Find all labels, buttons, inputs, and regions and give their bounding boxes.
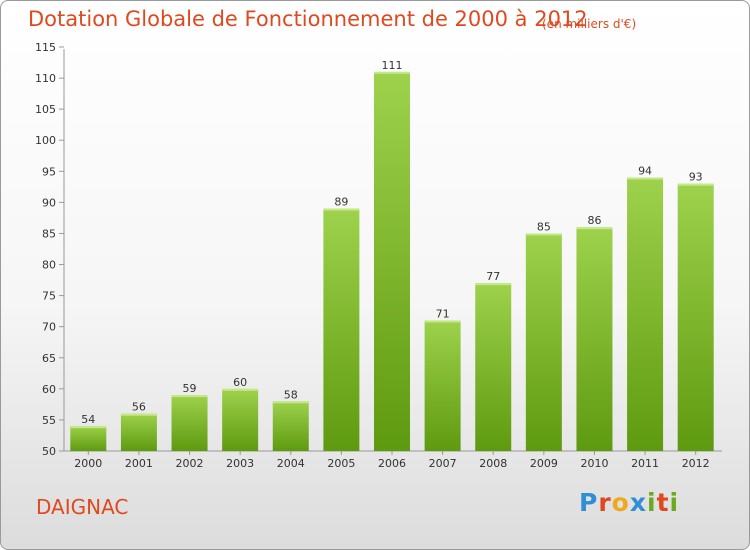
y-tick-label: 110 bbox=[35, 72, 56, 85]
y-tick-label: 80 bbox=[42, 259, 56, 272]
x-tick-label-2009: 2009 bbox=[530, 457, 558, 470]
y-tick-label: 90 bbox=[42, 196, 56, 209]
data-label-2002: 59 bbox=[183, 382, 197, 395]
logo-letter: i bbox=[669, 488, 680, 517]
y-tick-label: 85 bbox=[42, 227, 56, 240]
x-tick-label-2010: 2010 bbox=[580, 457, 608, 470]
y-axis-ticks: 50 55 60 65 70 75 80 85 90 95 100 105 110 115 bbox=[35, 41, 64, 458]
x-tick-label-2012: 2012 bbox=[682, 457, 710, 470]
bar-2010 bbox=[576, 227, 613, 451]
data-label-2010: 86 bbox=[587, 214, 601, 227]
x-tick-label-2002: 2002 bbox=[176, 457, 204, 470]
chart-title: Dotation Globale de Fonctionnement de 20… bbox=[28, 7, 588, 31]
data-label-2000: 54 bbox=[81, 413, 95, 426]
x-axis-ticks: 2000 2001 2002 2003 2004 2005 2006 2007 2008 2009… bbox=[74, 451, 710, 470]
data-label-2005: 89 bbox=[334, 196, 348, 209]
y-tick-label: 60 bbox=[42, 383, 56, 396]
logo-letter: r bbox=[598, 488, 612, 517]
logo-letter: i bbox=[647, 488, 657, 517]
bar-top-highlight bbox=[171, 395, 208, 398]
y-tick-label: 50 bbox=[42, 445, 56, 458]
proxiti-logo[interactable]: Proxiti bbox=[579, 488, 679, 517]
bar-2003 bbox=[222, 388, 259, 451]
bar-2012 bbox=[677, 183, 714, 451]
bar-top-highlight bbox=[323, 208, 360, 211]
y-tick-label: 115 bbox=[35, 41, 56, 54]
commune-name: DAIGNAC bbox=[36, 495, 129, 519]
bar-2008 bbox=[475, 283, 512, 451]
bar-2002 bbox=[171, 395, 208, 451]
x-tick-label-2011: 2011 bbox=[631, 457, 659, 470]
data-label-2004: 58 bbox=[284, 388, 298, 401]
logo-letter: x bbox=[629, 488, 647, 517]
y-tick-label: 65 bbox=[42, 352, 56, 365]
data-label-2006: 111 bbox=[382, 59, 403, 72]
unit-note: (en milliers d'€) bbox=[542, 17, 637, 31]
y-tick-label: 105 bbox=[35, 103, 56, 116]
y-tick-label: 75 bbox=[42, 290, 56, 303]
x-tick-label-2003: 2003 bbox=[226, 457, 254, 470]
data-label-2011: 94 bbox=[638, 165, 652, 178]
data-label-2012: 93 bbox=[689, 171, 703, 184]
bar-top-highlight bbox=[627, 177, 664, 180]
logo-letter: P bbox=[579, 488, 599, 517]
bar-2007 bbox=[424, 320, 461, 451]
bars: 54 56 59 60 58 89 111 71 77 85 86 94 93 bbox=[70, 59, 714, 451]
x-tick-label-2007: 2007 bbox=[429, 457, 457, 470]
data-label-2001: 56 bbox=[132, 401, 146, 414]
bar-2001 bbox=[120, 413, 157, 451]
data-label-2007: 71 bbox=[436, 307, 450, 320]
data-label-2009: 85 bbox=[537, 220, 551, 233]
bar-2005 bbox=[323, 208, 360, 451]
bar-2004 bbox=[272, 401, 309, 451]
x-tick-label-2005: 2005 bbox=[327, 457, 355, 470]
bar-2000 bbox=[70, 426, 107, 451]
bar-top-highlight bbox=[70, 426, 107, 429]
x-tick-label-2001: 2001 bbox=[125, 457, 153, 470]
logo-letter: o bbox=[611, 488, 630, 517]
bar-top-highlight bbox=[525, 233, 562, 236]
bar-top-highlight bbox=[374, 71, 410, 74]
bar-top-highlight bbox=[120, 413, 157, 416]
bar-top-highlight bbox=[222, 388, 259, 391]
y-tick-label: 55 bbox=[42, 414, 56, 427]
x-tick-label-2004: 2004 bbox=[277, 457, 305, 470]
bar-2009 bbox=[525, 233, 562, 451]
data-label-2003: 60 bbox=[233, 376, 247, 389]
bar-top-highlight bbox=[576, 227, 613, 230]
y-tick-label: 70 bbox=[42, 321, 56, 334]
x-tick-label-2008: 2008 bbox=[479, 457, 507, 470]
y-tick-label: 95 bbox=[42, 165, 56, 178]
bar-top-highlight bbox=[424, 320, 461, 323]
bar-top-highlight bbox=[272, 401, 309, 404]
bar-top-highlight bbox=[475, 283, 512, 286]
x-tick-label-2000: 2000 bbox=[74, 457, 102, 470]
logo-letter: t bbox=[656, 488, 670, 517]
y-tick-label: 100 bbox=[35, 134, 56, 147]
x-tick-label-2006: 2006 bbox=[378, 457, 406, 470]
bar-top-highlight bbox=[677, 183, 714, 186]
bar-2006 bbox=[374, 71, 410, 451]
data-label-2008: 77 bbox=[486, 270, 500, 283]
bar-2011 bbox=[627, 177, 664, 451]
